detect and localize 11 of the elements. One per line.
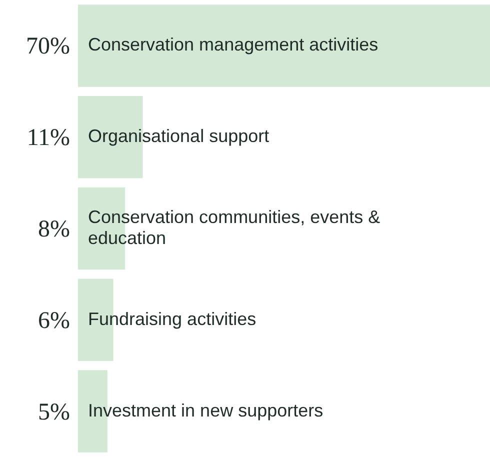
y-tick-label: Investment in new supporters xyxy=(88,400,324,420)
bar xyxy=(78,4,490,87)
y-tick-label: Conservation management activities xyxy=(88,34,378,55)
data-label: 70% xyxy=(26,34,70,60)
data-label: 8% xyxy=(38,216,70,242)
data-label: 6% xyxy=(38,308,70,334)
y-tick-label: Conservation communities, events & education xyxy=(88,206,380,248)
y-tick-label: Organisational support xyxy=(88,126,270,146)
data-label: 11% xyxy=(26,125,70,152)
data-label: 5% xyxy=(38,399,70,426)
y-tick-label: Fundraising activities xyxy=(88,308,256,329)
